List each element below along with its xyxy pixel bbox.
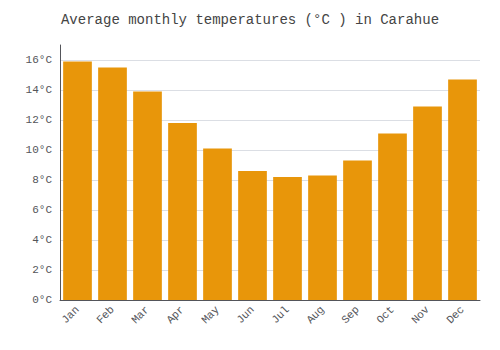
- svg-text:6°C: 6°C: [32, 204, 52, 216]
- svg-text:Jan: Jan: [59, 304, 81, 326]
- svg-text:4°C: 4°C: [32, 234, 52, 246]
- svg-text:Oct: Oct: [374, 304, 396, 326]
- svg-text:12°C: 12°C: [26, 114, 53, 126]
- svg-text:Dec: Dec: [444, 304, 466, 326]
- svg-text:Apr: Apr: [164, 304, 186, 326]
- svg-text:8°C: 8°C: [32, 174, 52, 186]
- svg-text:Average monthly temperatures (: Average monthly temperatures (°C ) in Ca…: [61, 12, 439, 28]
- svg-text:2°C: 2°C: [32, 264, 52, 276]
- svg-text:14°C: 14°C: [26, 84, 53, 96]
- svg-text:May: May: [199, 303, 222, 326]
- svg-text:10°C: 10°C: [26, 144, 53, 156]
- svg-text:16°C: 16°C: [26, 54, 53, 66]
- svg-text:Jun: Jun: [234, 304, 256, 326]
- svg-text:Mar: Mar: [129, 304, 151, 326]
- svg-text:Jul: Jul: [269, 304, 291, 326]
- svg-text:Nov: Nov: [409, 303, 432, 326]
- svg-text:Feb: Feb: [94, 304, 116, 326]
- svg-text:0°C: 0°C: [32, 294, 52, 306]
- svg-text:Aug: Aug: [304, 304, 326, 326]
- svg-text:Sep: Sep: [339, 304, 361, 326]
